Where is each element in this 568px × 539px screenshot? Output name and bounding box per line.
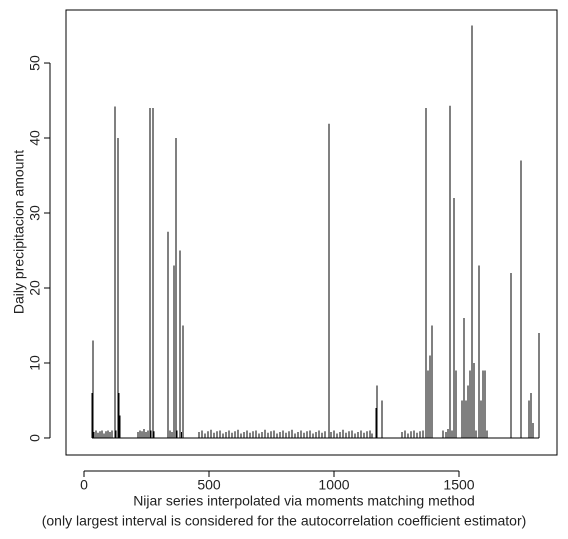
x-tick-label: 500 — [197, 477, 221, 493]
y-tick-label: 50 — [27, 55, 43, 71]
x-axis-label: (only largest interval is considered for… — [42, 513, 527, 529]
y-tick-label: 10 — [27, 355, 43, 371]
x-tick-label: 1000 — [318, 477, 349, 493]
plot-frame — [65, 9, 558, 456]
y-tick-label: 0 — [27, 434, 43, 442]
y-tick-label: 20 — [27, 280, 43, 296]
x-tick-label: 1500 — [443, 477, 474, 493]
y-axis-label: Daily precipitacion amount — [11, 150, 27, 314]
y-tick-label: 30 — [27, 205, 43, 221]
x-tick-label: 0 — [80, 477, 88, 493]
y-tick-label: 40 — [27, 130, 43, 146]
x-axis-label: Nijar series interpolated via moments ma… — [133, 493, 475, 509]
